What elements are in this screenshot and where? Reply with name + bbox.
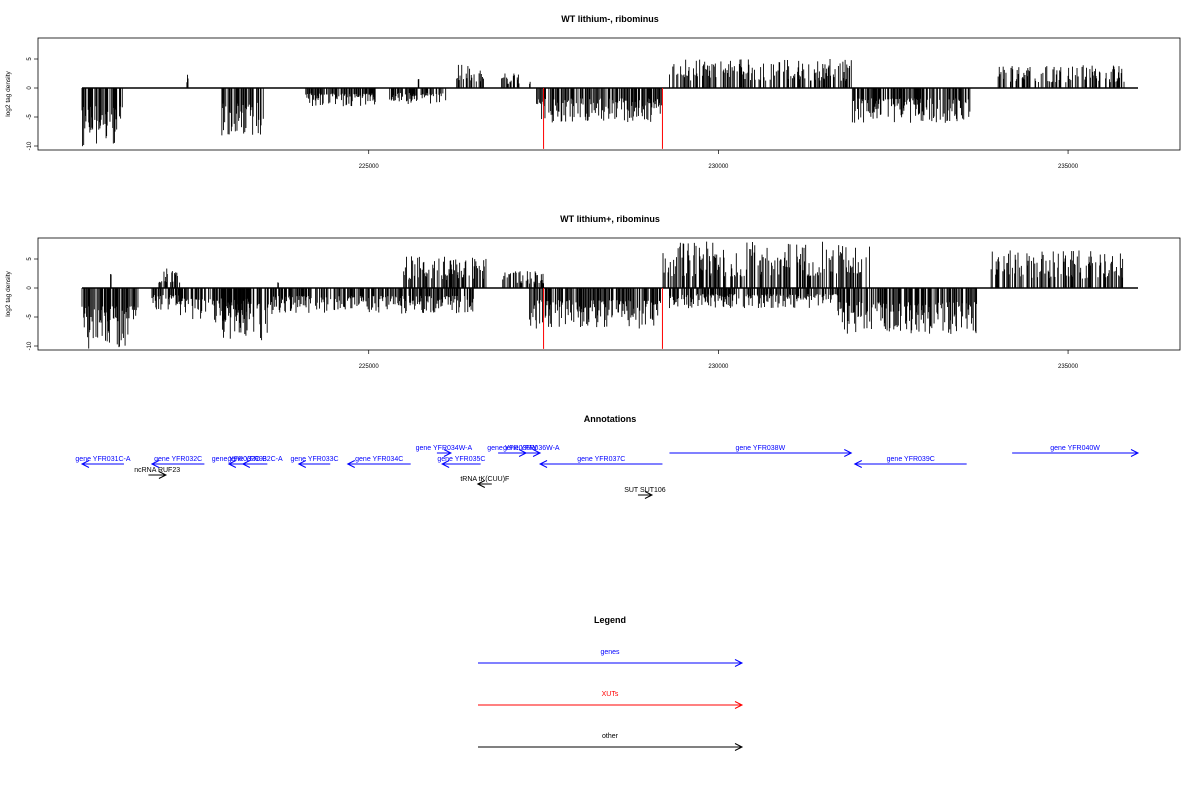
feature-arrow [476,480,492,488]
plot-frame [37,237,1181,351]
feature-label: gene YFR036W-A [503,445,560,452]
density-bars [81,241,1124,349]
x-axis: 225000 230000 235000 [359,150,1079,170]
feature-arrow [441,460,481,468]
arrow-head [241,460,251,468]
y-tick-label: 5 [27,257,33,261]
y-tick-label: 0 [27,286,33,290]
y-axis-label: log2 tag density [5,70,12,116]
arrow-head [476,480,486,488]
arrow-head [734,701,744,709]
arrow-head [150,460,160,468]
y-tick-label: -5 [27,314,33,320]
feature-arrow [669,449,853,457]
legend-arrow [478,743,744,751]
feature-label: gene YFR040W [1050,445,1100,452]
legend-title: Legend [594,615,626,625]
feature-arrow [346,460,411,468]
chart-title: WT lithium+, ribominus [560,214,660,224]
y-axis: 5 0 -5 -10 log2 tag density [5,57,38,150]
arrow-head [538,460,548,468]
y-tick-label: -5 [27,114,33,120]
feature-arrow [436,449,453,457]
x-axis: 225000 230000 235000 [359,350,1079,370]
feature-label: gene YFR033C [290,456,338,463]
feature-arrow [297,460,331,468]
feature-arrow [148,471,168,479]
legend-label: XUTs [602,691,619,698]
feature-label: SUT SUT106 [624,487,666,494]
feature-arrow [241,460,268,468]
y-axis-label: log2 tag density [5,270,12,316]
feature-label: gene YFR032C-A [228,456,283,463]
legend-arrow [478,659,744,667]
feature-label: gene YFR039C [887,456,935,463]
legend-label: other [602,733,619,740]
arrow-head [734,659,744,667]
legend-label: genes [600,649,620,656]
feature-arrow [538,460,663,468]
arrow-head [297,460,307,468]
y-axis: 5 0 -5 -10 log2 tag density [5,257,38,350]
arrow-head [80,460,90,468]
legend-panel: Legend genes XUTs other [478,615,744,751]
arrow-head [853,460,862,468]
arrow-head [734,743,744,751]
feature-label: gene YFR037C [577,456,625,463]
feature-arrow [637,491,654,499]
y-tick-label: 0 [27,86,33,90]
feature-label: gene YFR038W [736,445,786,452]
arrow-head [644,491,654,499]
feature-arrow [150,460,205,468]
feature-label: gene YFR034W-A [416,445,473,452]
plot-frame [37,37,1181,151]
feature-label: gene YFR032C-B [212,456,267,463]
annotations-panel: Annotations gene YFR031C-A ncRNA RUF23 gene… [75,414,1140,499]
y-tick-label: 5 [27,57,33,61]
feature-label: ncRNA RUF23 [134,467,180,474]
y-tick-label: -10 [27,341,33,350]
x-tick-label: 235000 [1058,364,1079,370]
arrow-head [1130,449,1140,457]
arrow-head [158,471,168,479]
x-tick-label: 225000 [359,164,380,170]
density-bars [81,59,1125,147]
arrow-head [443,449,453,457]
track-panel-lithium-plus: WT lithium+, ribominus 5 0 -5 -10 log2 tag de… [5,214,1181,370]
arrow-head [346,460,355,468]
arrow-head [227,460,237,468]
arrow-head [532,449,542,457]
y-tick-label: -10 [27,141,33,150]
feature-label: gene YFR036W [487,445,537,452]
feature-arrow [853,460,967,468]
feature-arrow [1012,449,1140,457]
feature-label: gene YFR032C [154,456,202,463]
annotations-title: Annotations [584,414,637,424]
chart-title: WT lithium-, ribominus [561,14,659,24]
feature-arrow [522,449,542,457]
x-tick-label: 225000 [359,364,380,370]
x-tick-label: 235000 [1058,164,1079,170]
legend-arrow [478,701,744,709]
x-tick-label: 230000 [708,364,729,370]
feature-label: gene YFR035C [437,456,485,463]
x-tick-label: 230000 [708,164,729,170]
feature-arrow [80,460,124,468]
feature-label: gene YFR031C-A [75,456,130,463]
feature-label: tRNA tK(CUU)F [460,476,509,483]
feature-label: gene YFR034C [355,456,403,463]
arrow-head [844,449,853,457]
track-panel-lithium-minus: WT lithium-, ribominus 5 0 -5 -10 log2 tag de… [5,14,1181,170]
arrow-head [441,460,450,468]
